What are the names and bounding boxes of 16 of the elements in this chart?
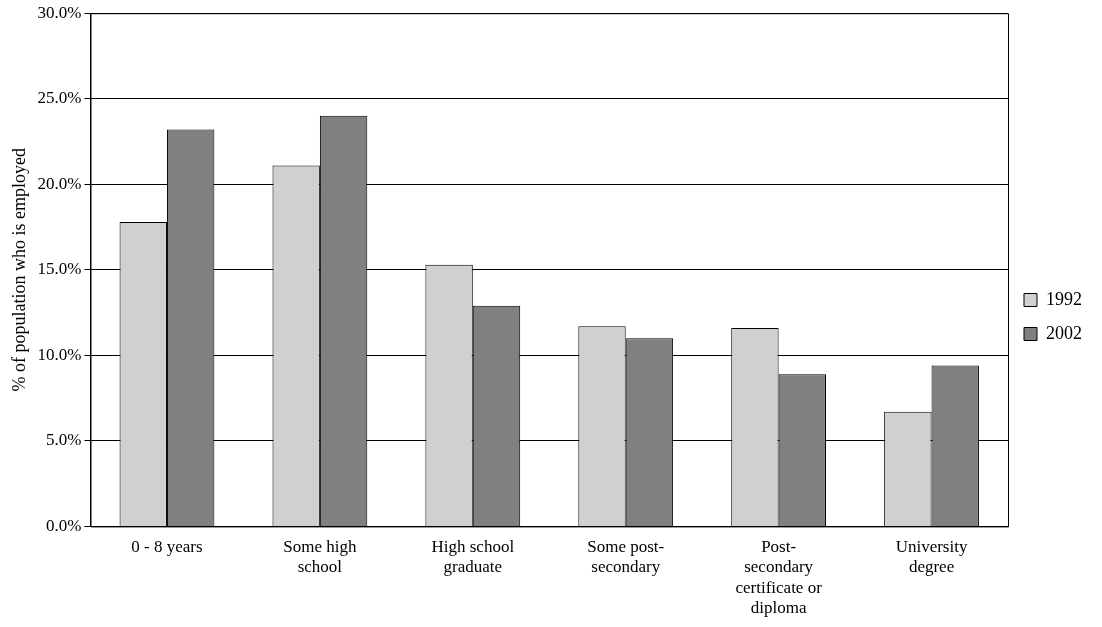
legend-label: 1992 bbox=[1046, 288, 1082, 309]
y-tick-label: 30.0% bbox=[37, 2, 82, 22]
y-axis-title: % of population who is employed bbox=[8, 148, 29, 392]
y-tick-label: 20.0% bbox=[37, 173, 82, 193]
y-tick-label: 0.0% bbox=[46, 515, 82, 535]
y-tick-label: 10.0% bbox=[37, 344, 82, 364]
x-tick-label: University degree bbox=[895, 537, 968, 577]
y-tick-label: 25.0% bbox=[37, 88, 82, 108]
x-tick-label: Some high school bbox=[283, 537, 357, 577]
x-tick-label: 0 - 8 years bbox=[131, 537, 203, 557]
y-tick-label: 15.0% bbox=[37, 259, 82, 279]
x-tick-label: High school graduate bbox=[431, 537, 515, 577]
legend-label: 2002 bbox=[1046, 322, 1082, 343]
y-tick-label: 5.0% bbox=[46, 430, 82, 450]
x-tick-label: Post-secondary certificate or diploma bbox=[735, 537, 823, 618]
x-tick-label: Some post-secondary bbox=[587, 537, 665, 577]
